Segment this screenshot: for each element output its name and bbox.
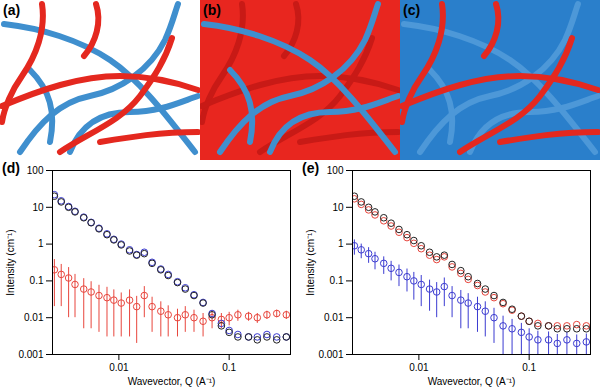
- svg-text:(b): (b): [203, 2, 221, 18]
- svg-text:100: 100: [27, 165, 44, 176]
- svg-text:(a): (a): [3, 2, 20, 18]
- html-text:(e): (e): [302, 160, 320, 176]
- svg-text:(c): (c): [403, 2, 420, 18]
- svg-text:0.001: 0.001: [18, 349, 43, 360]
- svg-text:0.1: 0.1: [522, 362, 536, 373]
- svg-text:Wavevector, Q (A⁻¹): Wavevector, Q (A⁻¹): [428, 376, 516, 387]
- svg-text:Intensity (cm⁻¹): Intensity (cm⁻¹): [305, 229, 316, 295]
- svg-text:10: 10: [32, 202, 44, 213]
- html-text:(d): (d): [2, 160, 20, 176]
- svg-text:0.01: 0.01: [109, 362, 129, 373]
- svg-text:0.01: 0.01: [24, 312, 44, 323]
- svg-text:0.01: 0.01: [324, 312, 344, 323]
- svg-text:0.1: 0.1: [330, 275, 344, 286]
- svg-text:100: 100: [327, 165, 344, 176]
- svg-text:0.01: 0.01: [409, 362, 429, 373]
- svg-text:0.001: 0.001: [318, 349, 343, 360]
- svg-text:Intensity (cm⁻¹): Intensity (cm⁻¹): [5, 229, 16, 295]
- svg-text:1: 1: [38, 238, 44, 249]
- svg-text:10: 10: [332, 202, 344, 213]
- svg-text:0.1: 0.1: [222, 362, 236, 373]
- svg-text:0.1: 0.1: [30, 275, 44, 286]
- svg-text:1: 1: [338, 238, 344, 249]
- svg-text:Wavevector, Q (A⁻¹): Wavevector, Q (A⁻¹): [128, 376, 216, 387]
